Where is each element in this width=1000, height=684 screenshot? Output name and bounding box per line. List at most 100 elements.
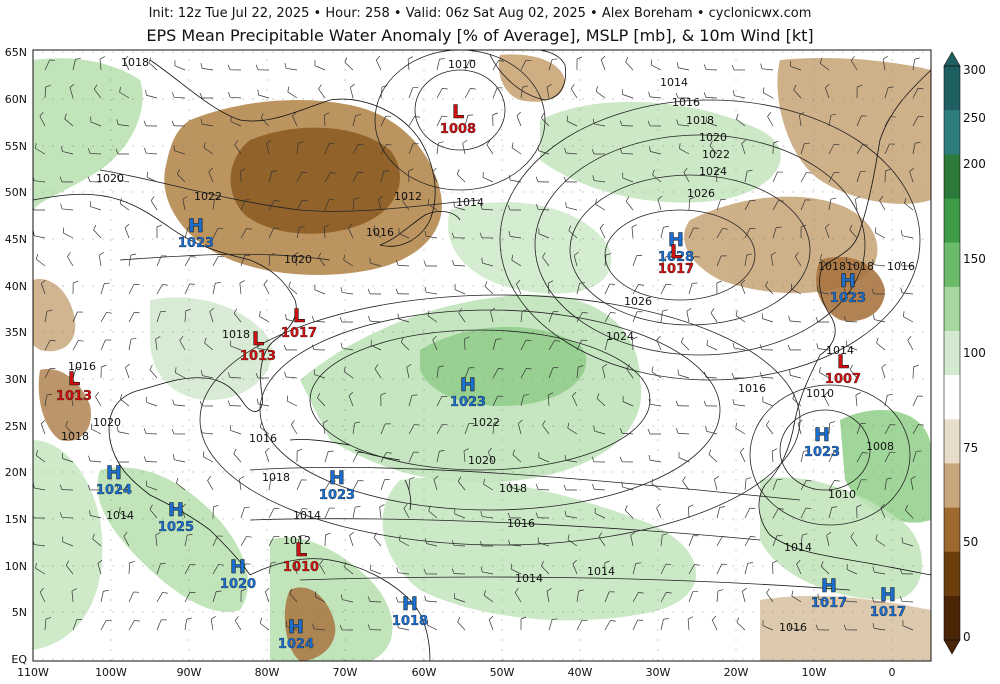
colorbar-frame	[943, 65, 961, 641]
colorbar-segment	[944, 66, 960, 111]
graticule-dot	[266, 539, 268, 541]
graticule-dot	[612, 191, 614, 193]
hudson-bay-coastline	[149, 59, 436, 247]
wind-barb	[676, 62, 690, 71]
wind-barb	[660, 533, 668, 547]
graticule-dot	[188, 459, 190, 461]
graticule-dot	[110, 309, 112, 311]
graticule-dot	[501, 349, 503, 351]
graticule-dot	[92, 518, 94, 520]
graticule-dot	[392, 425, 394, 427]
graticule-dot	[912, 331, 914, 333]
graticule-dot	[912, 425, 914, 427]
wind-barb	[209, 307, 215, 323]
wind-barb	[148, 57, 158, 71]
graticule-dot	[632, 611, 634, 613]
graticule-dot	[501, 569, 503, 571]
graticule-dot	[142, 471, 144, 473]
wind-barb	[492, 368, 504, 379]
graticule-dot	[188, 189, 190, 191]
graticule-dot	[382, 331, 384, 333]
graticule-dot	[813, 449, 815, 451]
graticule-dot	[813, 279, 815, 281]
graticule-dot	[110, 59, 112, 61]
graticule-dot	[813, 389, 815, 391]
graticule-dot	[62, 51, 64, 53]
graticule-dot	[402, 518, 404, 520]
graticule-dot	[432, 565, 434, 567]
graticule-dot	[891, 379, 893, 381]
wind-barb	[850, 532, 858, 547]
graticule-dot	[657, 609, 659, 611]
wind-barb	[436, 395, 448, 407]
graticule-dot	[262, 565, 264, 567]
wind-barb	[884, 393, 893, 407]
graticule-dot	[802, 471, 804, 473]
wind-barb	[143, 428, 158, 435]
wind-barb	[902, 620, 914, 631]
graticule-dot	[662, 565, 664, 567]
graticule-dot	[579, 269, 581, 271]
graticule-dot	[813, 499, 815, 501]
graticule-dot	[662, 658, 664, 660]
graticule-dot	[272, 285, 274, 287]
graticule-dot	[852, 285, 854, 287]
graticule-dot	[110, 429, 112, 431]
graticule-dot	[612, 238, 614, 240]
graticule-dot	[188, 379, 190, 381]
graticule-dot	[812, 658, 814, 660]
graticule-dot	[501, 449, 503, 451]
graticule-dot	[52, 471, 54, 473]
graticule-dot	[188, 129, 190, 131]
graticule-dot	[891, 129, 893, 131]
graticule-dot	[657, 529, 659, 531]
graticule-dot	[592, 191, 594, 193]
graticule-dot	[112, 565, 114, 567]
graticule-dot	[188, 109, 190, 111]
graticule-dot	[882, 611, 884, 613]
graticule-dot	[592, 285, 594, 287]
graticule-dot	[82, 191, 84, 193]
wind-barb	[240, 255, 251, 267]
graticule-dot	[52, 378, 54, 380]
graticule-dot	[262, 611, 264, 613]
wind-barb	[538, 228, 550, 239]
graticule-dot	[282, 51, 284, 53]
graticule-dot	[501, 139, 503, 141]
graticule-dot	[122, 331, 124, 333]
wind-barb	[688, 591, 699, 603]
graticule-dot	[332, 565, 334, 567]
wind-barb	[156, 592, 168, 603]
graticule-dot	[344, 229, 346, 231]
wind-barb	[604, 312, 616, 323]
graticule-dot	[472, 191, 474, 193]
graticule-dot	[862, 425, 864, 427]
wind-barb	[828, 421, 836, 435]
graticule-dot	[882, 51, 884, 53]
graticule-dot	[242, 658, 244, 660]
graticule-dot	[652, 658, 654, 660]
graticule-dot	[652, 331, 654, 333]
wind-barb	[904, 197, 914, 211]
wind-barb	[492, 112, 498, 127]
graticule-dot	[772, 238, 774, 240]
isobar-label: 1018	[61, 430, 89, 443]
graticule-dot	[102, 98, 104, 100]
isobar-label: 1014	[106, 509, 134, 522]
graticule-dot	[72, 425, 74, 427]
graticule-dot	[891, 449, 893, 451]
graticule-dot	[657, 539, 659, 541]
graticule-dot	[792, 518, 794, 520]
graticule-dot	[482, 145, 484, 147]
wind-barb	[464, 336, 470, 351]
graticule-dot	[922, 378, 924, 380]
graticule-dot	[912, 518, 914, 520]
graticule-dot	[344, 89, 346, 91]
graticule-dot	[202, 145, 204, 147]
graticule-dot	[532, 238, 534, 240]
graticule-dot	[552, 191, 554, 193]
graticule-dot	[252, 565, 254, 567]
graticule-dot	[242, 98, 244, 100]
lon-label: 40W	[568, 666, 593, 679]
colorbar-tick-label: 200	[963, 157, 986, 171]
